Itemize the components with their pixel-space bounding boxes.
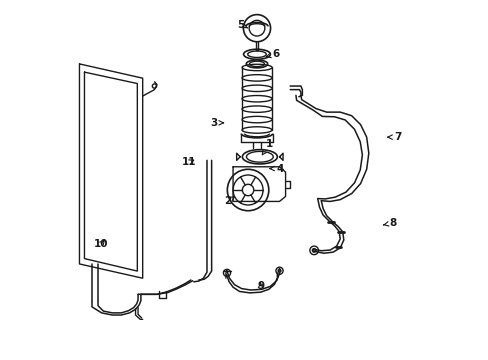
Text: 5: 5 — [237, 19, 247, 30]
Circle shape — [312, 249, 315, 252]
Text: 1: 1 — [262, 139, 273, 155]
Text: 8: 8 — [383, 218, 396, 228]
Circle shape — [278, 269, 281, 272]
Text: 3: 3 — [210, 118, 223, 128]
Text: 9: 9 — [257, 282, 264, 292]
Text: 6: 6 — [266, 49, 279, 59]
Text: 4: 4 — [269, 163, 284, 174]
Text: 2: 2 — [224, 197, 234, 206]
Text: 11: 11 — [182, 157, 196, 167]
Text: 10: 10 — [94, 239, 108, 249]
Text: 7: 7 — [387, 132, 401, 142]
